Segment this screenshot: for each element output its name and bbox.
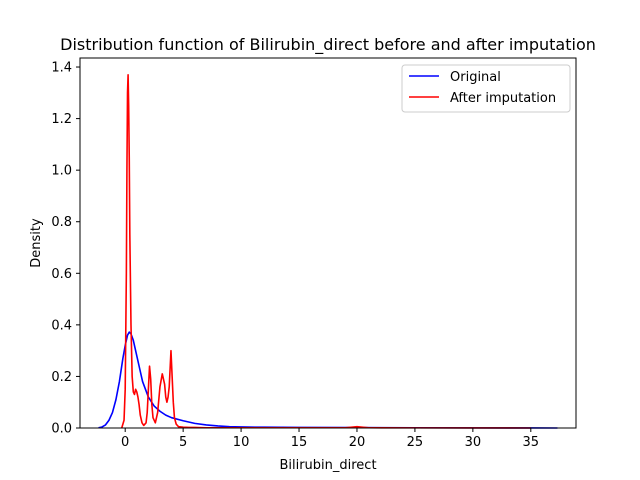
y-tick-label: 1.2 xyxy=(51,112,72,127)
x-tick-label: 10 xyxy=(233,435,250,450)
y-tick-label: 1.0 xyxy=(51,164,72,179)
x-tick-label: 30 xyxy=(465,435,482,450)
x-axis-label: Bilirubin_direct xyxy=(279,458,376,473)
plot-frame xyxy=(79,57,577,429)
x-tick-label: 0 xyxy=(121,435,129,450)
x-tick-label: 20 xyxy=(349,435,366,450)
y-axis-label: Density xyxy=(29,218,44,268)
x-tick-label: 5 xyxy=(179,435,187,450)
legend-label-after-imputation: After imputation xyxy=(450,91,556,106)
legend-box xyxy=(401,64,571,113)
y-tick-label: 0.0 xyxy=(51,422,72,437)
y-tick-label: 0.8 xyxy=(51,215,72,230)
y-tick-label: 0.2 xyxy=(51,370,72,385)
chart-title: Distribution function of Bilirubin_direc… xyxy=(60,35,596,55)
legend-label-original: Original xyxy=(450,70,501,85)
y-tick-label: 0.4 xyxy=(51,318,72,333)
x-tick-label: 25 xyxy=(407,435,424,450)
y-tick-label: 0.6 xyxy=(51,267,72,282)
axes: 0 5 10 15 20 25 30 35 0.0 0.2 0.4 0.6 0.8 1.0 1.2 1.4 xyxy=(51,61,539,450)
legend: Original After imputation xyxy=(401,64,571,113)
x-tick-label: 15 xyxy=(291,435,308,450)
y-tick-label: 1.4 xyxy=(51,61,72,76)
x-tick-label: 35 xyxy=(523,435,540,450)
